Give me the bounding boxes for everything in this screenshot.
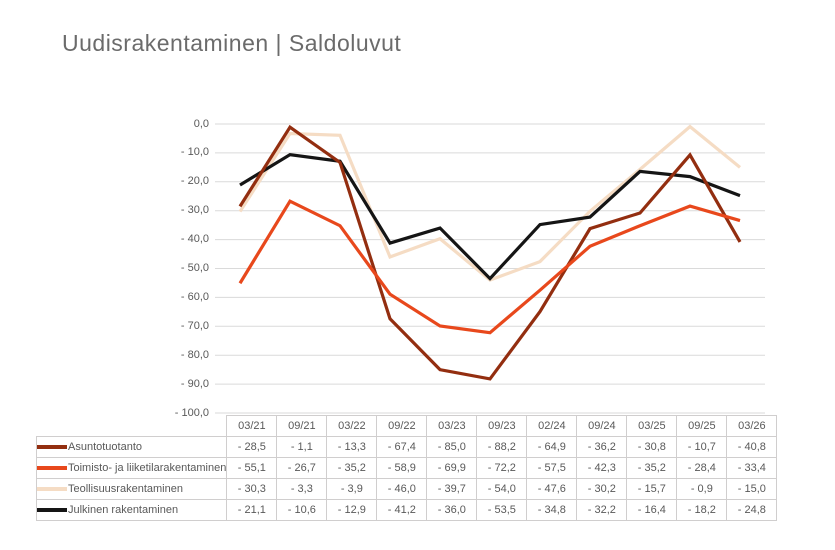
value-cell: - 39,7 <box>426 477 478 500</box>
y-tick-label: - 60,0 <box>180 290 209 303</box>
x-category-label: 02/24 <box>526 415 578 437</box>
value-cell: - 32,2 <box>576 498 628 521</box>
x-category-label: 09/23 <box>476 415 528 437</box>
value-cell: - 15,0 <box>726 477 778 500</box>
x-category-label: 03/25 <box>626 415 678 437</box>
value-cell: - 34,8 <box>526 498 578 521</box>
x-category-label: 09/21 <box>276 415 328 437</box>
value-cell: - 35,2 <box>326 456 378 479</box>
y-tick-label: - 30,0 <box>180 204 209 217</box>
x-category-label: 03/21 <box>226 415 278 437</box>
value-cell: - 24,8 <box>726 498 778 521</box>
y-tick-label: - 10,0 <box>180 146 209 159</box>
value-cell: - 13,3 <box>326 435 378 458</box>
value-cell: - 30,3 <box>226 477 278 500</box>
table-row-toimisto-ja-liiketilarakentaminen: Toimisto- ja liiketilarakentaminen - 55,1… <box>35 456 778 479</box>
value-cell: - 15,7 <box>626 477 678 500</box>
x-category-label: 03/22 <box>326 415 378 437</box>
value-cell: - 10,7 <box>676 435 728 458</box>
value-cell: - 42,3 <box>576 456 628 479</box>
value-cell: - 40,8 <box>726 435 778 458</box>
line-chart-plot <box>215 123 765 414</box>
value-cell: - 54,0 <box>476 477 528 500</box>
legend-label: Julkinen rakentaminen <box>68 503 179 516</box>
value-cell: - 55,1 <box>226 456 278 479</box>
x-category-label: 09/24 <box>576 415 628 437</box>
table-row-teollisuusrakentaminen: Teollisuusrakentaminen - 30,3- 3,3- 3,9- … <box>35 477 778 500</box>
value-cell: - 30,2 <box>576 477 628 500</box>
value-cell: - 18,2 <box>676 498 728 521</box>
y-tick-label: - 50,0 <box>180 262 209 274</box>
value-cell: - 53,5 <box>476 498 528 521</box>
y-tick-label: - 70,0 <box>180 319 209 332</box>
legend-label: Teollisuusrakentaminen <box>68 482 183 495</box>
legend-label: Toimisto- ja liiketilarakentaminen <box>68 461 227 474</box>
series-line-julkinen-rakentaminen <box>239 152 741 281</box>
series-line-asuntotuotanto <box>238 124 742 381</box>
legend-line-icon <box>37 444 67 449</box>
value-cell: - 1,1 <box>276 435 328 458</box>
value-cell: - 88,2 <box>476 435 528 458</box>
legend-line-icon <box>37 486 67 491</box>
value-cell: - 33,4 <box>726 456 778 479</box>
value-cell: - 3,9 <box>326 477 378 500</box>
value-cell: - 64,9 <box>526 435 578 458</box>
y-tick-label: - 100,0 <box>174 406 209 419</box>
value-cell: - 26,7 <box>276 456 328 479</box>
chart-title: Uudisrakentaminen | Saldoluvut <box>62 30 402 56</box>
value-cell: - 0,9 <box>676 477 728 500</box>
value-cell: - 57,5 <box>526 456 578 479</box>
value-cell: - 69,9 <box>426 456 478 479</box>
value-cell: - 67,4 <box>376 435 428 458</box>
y-tick-label: - 20,0 <box>180 175 209 188</box>
table-row-asuntotuotanto: Asuntotuotanto - 28,5- 1,1- 13,3- 67,4- 8… <box>35 435 778 458</box>
legend-cell-toimisto-ja-liiketilarakentaminen: Toimisto- ja liiketilarakentaminen <box>35 456 228 479</box>
value-cell: - 41,2 <box>376 498 428 521</box>
series-line-teollisuusrakentaminen <box>238 124 742 282</box>
value-cell: - 36,2 <box>576 435 628 458</box>
value-cell: - 28,5 <box>226 435 278 458</box>
legend-line-icon <box>37 507 67 512</box>
value-cell: - 72,2 <box>476 456 528 479</box>
value-cell: - 16,4 <box>626 498 678 521</box>
legend-label: Asuntotuotanto <box>68 440 143 453</box>
value-cell: - 85,0 <box>426 435 478 458</box>
data-table-with-legend: 03/21 09/21 03/22 09/22 03/23 09/23 02/24 09/24… <box>35 415 778 521</box>
table-row-julkinen-rakentaminen: Julkinen rakentaminen - 21,1- 10,6- 12,9-… <box>35 498 778 521</box>
series-line-toimisto-ja-liiketilarakentaminen <box>238 199 741 335</box>
y-tick-label: - 90,0 <box>180 377 209 390</box>
legend-cell-teollisuusrakentaminen: Teollisuusrakentaminen <box>35 477 228 500</box>
legend-line-icon <box>37 465 67 470</box>
y-tick-label: - 40,0 <box>180 233 209 246</box>
value-cell: - 10,6 <box>276 498 328 521</box>
value-cell: - 12,9 <box>326 498 378 521</box>
legend-cell-julkinen-rakentaminen: Julkinen rakentaminen <box>35 498 228 521</box>
value-cell: - 3,3 <box>276 477 328 500</box>
value-cell: - 36,0 <box>426 498 478 521</box>
value-cell: - 46,0 <box>376 477 428 500</box>
x-category-label: 09/22 <box>376 415 428 437</box>
x-category-label: 03/26 <box>726 415 778 437</box>
value-cell: - 47,6 <box>526 477 578 500</box>
legend-cell-asuntotuotanto: Asuntotuotanto <box>35 435 228 458</box>
value-cell: - 35,2 <box>626 456 678 479</box>
value-cell: - 21,1 <box>226 498 278 521</box>
y-tick-label: 0,0 <box>193 117 209 130</box>
x-category-label: 09/25 <box>676 415 728 437</box>
table-corner-cell <box>37 416 227 437</box>
value-cell: - 30,8 <box>626 435 678 458</box>
y-tick-label: - 80,0 <box>180 348 209 361</box>
x-category-label: 03/23 <box>426 415 478 437</box>
value-cell: - 28,4 <box>676 456 728 479</box>
value-cell: - 58,9 <box>376 456 428 479</box>
table-header-row: 03/21 09/21 03/22 09/22 03/23 09/23 02/24 09/24… <box>37 415 778 437</box>
